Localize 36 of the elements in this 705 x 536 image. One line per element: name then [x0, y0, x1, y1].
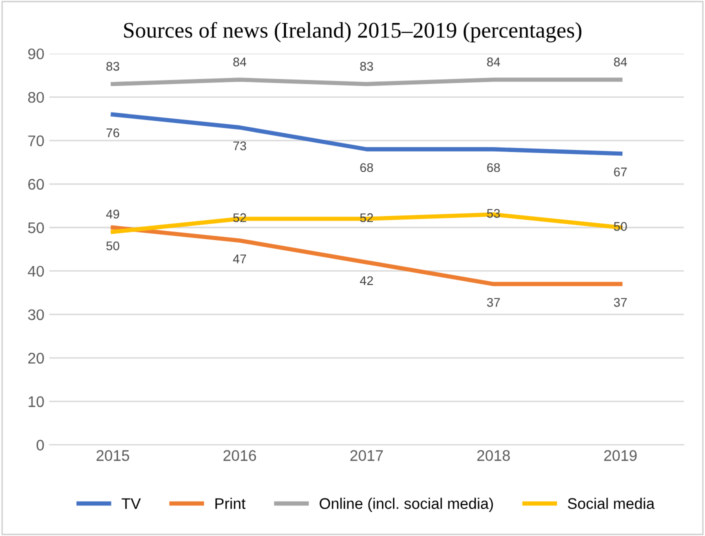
data-label: 67	[614, 168, 627, 176]
y-tick-label: 10	[28, 396, 44, 408]
y-tick-label: 70	[28, 135, 44, 146]
legend-label: TV	[122, 498, 141, 509]
data-label: 49	[106, 210, 120, 219]
data-label: 76	[106, 128, 120, 138]
x-tick-label: 2017	[350, 450, 383, 461]
data-label: 42	[360, 276, 373, 285]
data-label: 84	[614, 58, 627, 66]
x-tick-label: 2015	[96, 450, 130, 461]
data-label: 37	[487, 298, 500, 307]
data-label: 47	[233, 254, 246, 264]
data-label: 73	[233, 141, 246, 150]
y-tick-label: 50	[28, 222, 44, 234]
x-tick-label: 2018	[477, 450, 510, 461]
data-label: 83	[360, 62, 374, 71]
y-tick-label: 40	[28, 266, 44, 277]
y-tick-label: 60	[28, 178, 44, 190]
data-label: 50	[106, 241, 120, 250]
data-label: 84	[233, 58, 246, 66]
x-tick-label: 2016	[223, 450, 256, 461]
data-label: 68	[360, 163, 374, 172]
legend-label: Online (incl. social media)	[320, 498, 493, 512]
y-tick-label: 0	[36, 440, 44, 451]
y-tick-label: 90	[28, 48, 44, 60]
data-label: 84	[487, 58, 500, 66]
data-label: 83	[106, 62, 120, 71]
legend-label: Print	[215, 498, 246, 509]
x-tick-label: 2019	[604, 450, 637, 461]
y-tick-label: 80	[28, 92, 44, 103]
legend-label: Social media	[568, 498, 655, 509]
chart-title: Sources of news (Ireland) 2015–2019 (percentages)	[124, 22, 582, 42]
data-label: 68	[487, 163, 500, 172]
y-tick-label: 20	[28, 352, 44, 364]
data-label: 37	[614, 298, 627, 307]
y-tick-label: 30	[28, 309, 44, 320]
